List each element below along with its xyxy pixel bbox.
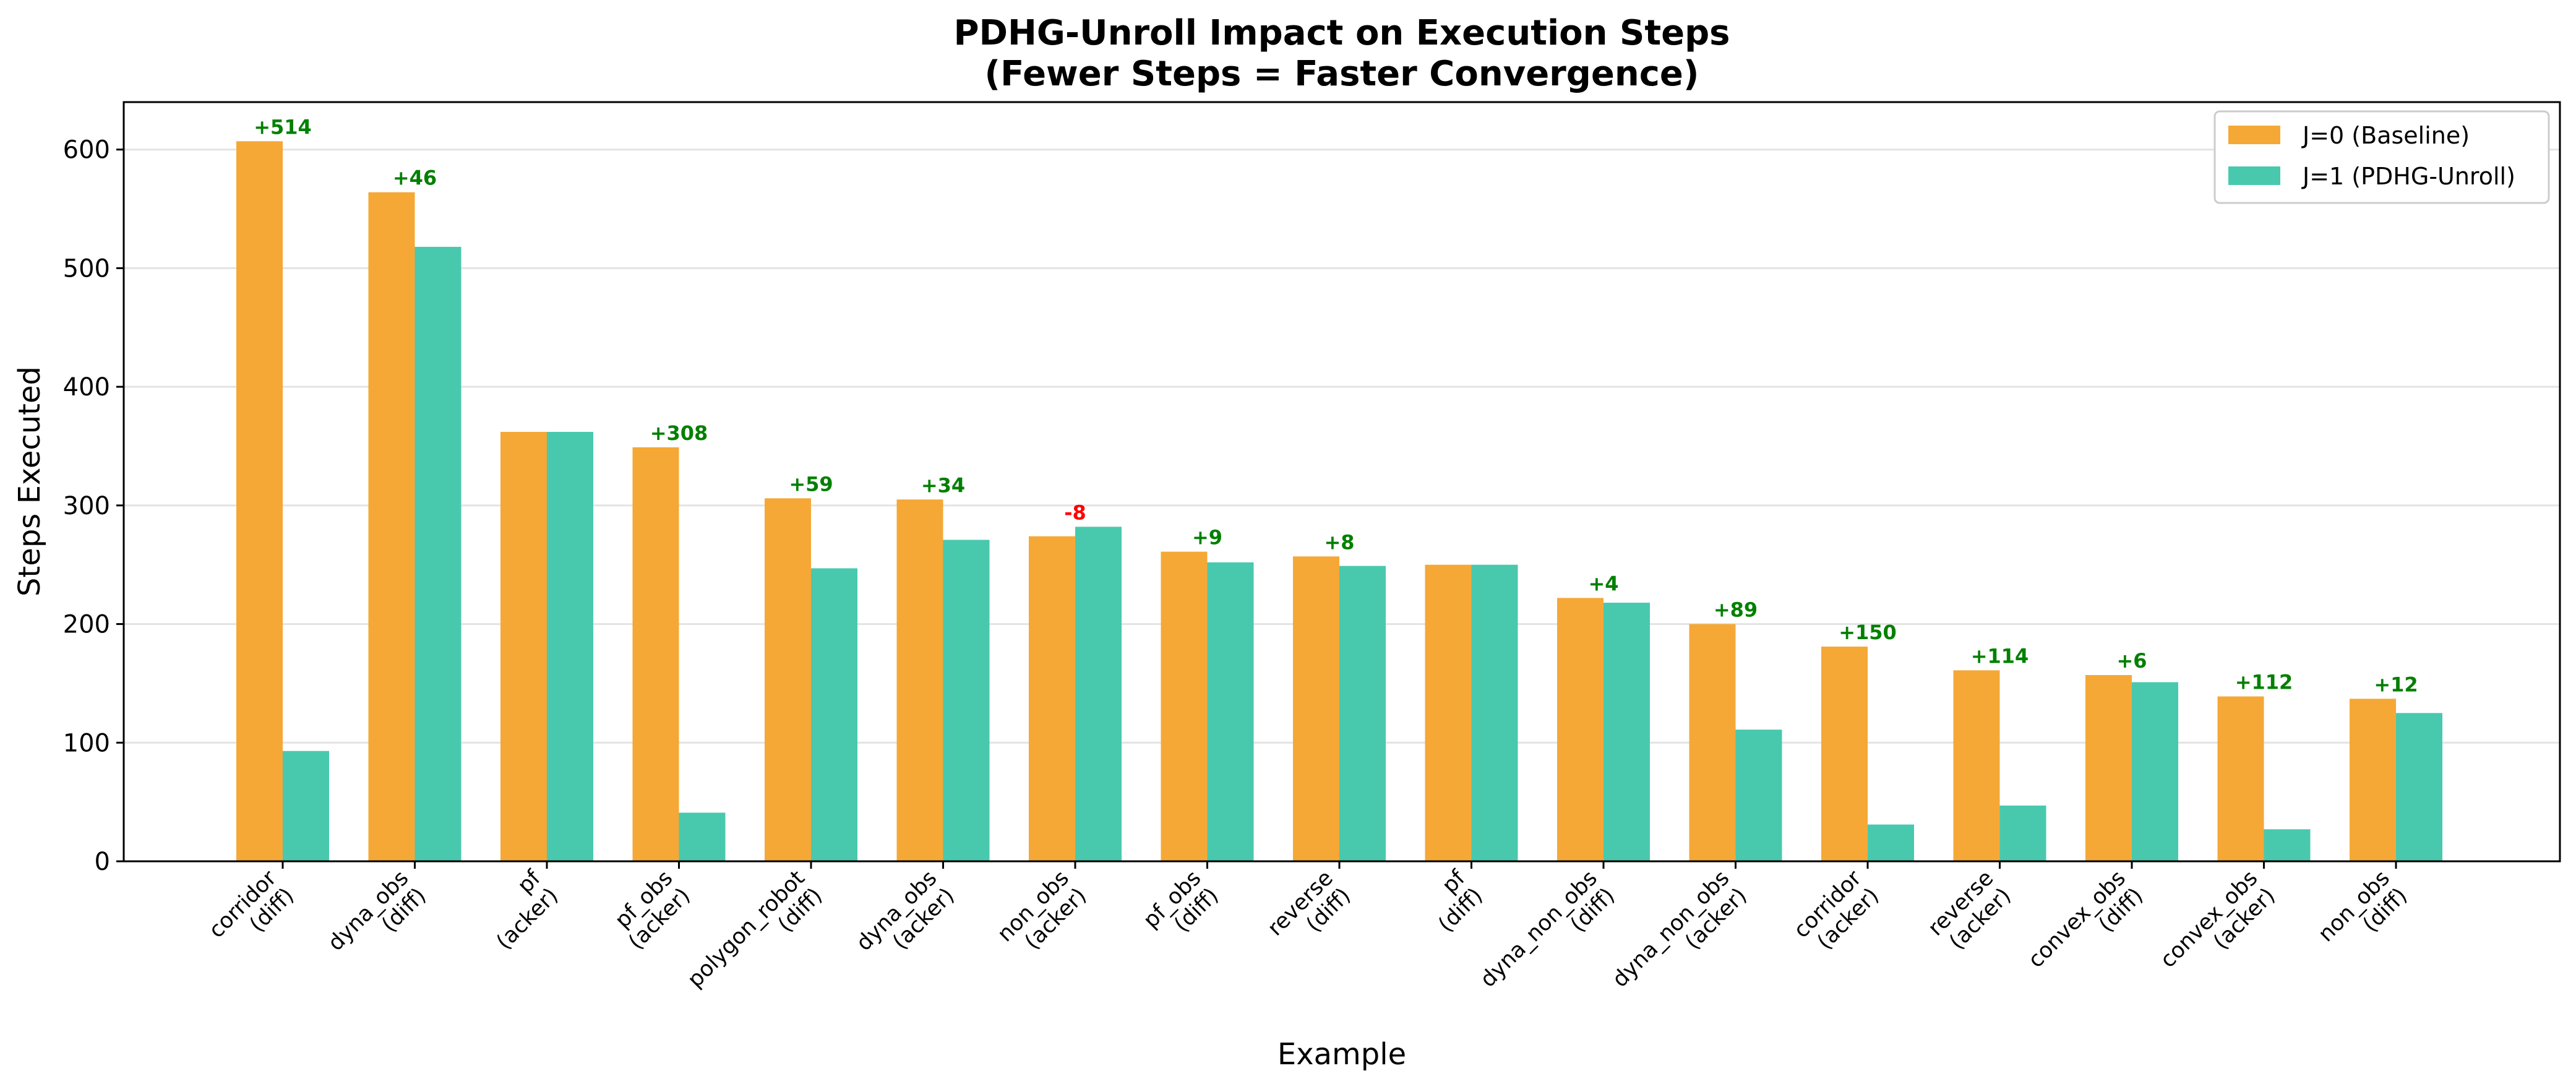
y-axis-label: Steps Executed bbox=[12, 366, 47, 596]
bar-baseline bbox=[2350, 699, 2396, 861]
bar-baseline bbox=[1953, 670, 2000, 861]
x-tick-label: corridor(acker) bbox=[1789, 866, 1884, 955]
data-label: +46 bbox=[393, 166, 437, 190]
x-tick-label: corridor(diff) bbox=[204, 866, 299, 943]
x-tick-label: convex_obs(diff) bbox=[2024, 866, 2148, 973]
bar-pdhg-unroll bbox=[943, 540, 990, 861]
x-tick-label: dyna_obs(acker) bbox=[852, 866, 960, 956]
x-tick-label: convex_obs(acker) bbox=[2155, 866, 2280, 973]
bar-baseline bbox=[765, 498, 811, 861]
bar-baseline bbox=[1293, 556, 1339, 861]
data-label: +112 bbox=[2235, 671, 2293, 694]
bar-pdhg-unroll bbox=[283, 751, 329, 861]
plot-frame bbox=[122, 101, 2561, 863]
data-label: +6 bbox=[2116, 649, 2147, 673]
y-tick-label: 200 bbox=[63, 611, 110, 639]
x-tick-label: dyna_non_obs(acker) bbox=[1608, 866, 1752, 992]
x-tick-label: reverse(diff) bbox=[1263, 866, 1356, 940]
bar-pdhg-unroll bbox=[1075, 527, 1122, 861]
x-tick-label: pf(diff) bbox=[1433, 866, 1487, 937]
y-tick-label: 400 bbox=[63, 373, 110, 402]
bar-baseline bbox=[1821, 646, 1868, 861]
y-tick-label: 300 bbox=[63, 492, 110, 520]
legend-label-baseline: J=0 (Baseline) bbox=[2301, 122, 2470, 149]
x-tick-label: non_obs(diff) bbox=[2314, 866, 2412, 947]
data-label: +150 bbox=[1839, 621, 1897, 644]
bar-baseline bbox=[368, 192, 415, 861]
x-tick-label: pf(acker) bbox=[492, 866, 563, 955]
x-tick-label: pf_obs(acker) bbox=[611, 866, 695, 955]
bar-pdhg-unroll bbox=[1604, 603, 1650, 861]
bar-baseline bbox=[236, 141, 283, 861]
bar-pdhg-unroll bbox=[1735, 730, 1782, 861]
data-label: +34 bbox=[921, 473, 965, 497]
bar-baseline bbox=[500, 431, 547, 861]
x-tick-label: pf_obs(diff) bbox=[1139, 866, 1224, 937]
bar-baseline bbox=[1557, 598, 1604, 861]
legend-label-pdhg-unroll: J=1 (PDHG-Unroll) bbox=[2301, 163, 2515, 190]
bar-baseline bbox=[896, 499, 943, 861]
data-label: +114 bbox=[1971, 644, 2029, 668]
x-tick-label: polygon_robot(diff) bbox=[683, 866, 827, 992]
data-label: +12 bbox=[2374, 673, 2418, 696]
legend-swatch-baseline bbox=[2228, 126, 2280, 144]
x-tick-label: non_obs(acker) bbox=[993, 866, 1091, 955]
x-tick-label: reverse(acker) bbox=[1923, 866, 2016, 955]
x-tick-label: dyna_non_obs(diff) bbox=[1475, 866, 1620, 992]
bar-pdhg-unroll bbox=[1471, 564, 1518, 861]
y-tick-label: 500 bbox=[63, 254, 110, 283]
bar-pdhg-unroll bbox=[2132, 682, 2178, 861]
data-label: +8 bbox=[1324, 530, 1354, 554]
bar-pdhg-unroll bbox=[1999, 805, 2046, 861]
data-label: +308 bbox=[650, 421, 708, 445]
data-label: +4 bbox=[1588, 572, 1618, 595]
bar-baseline bbox=[2217, 696, 2264, 861]
bar-pdhg-unroll bbox=[1868, 824, 1914, 861]
data-label: +514 bbox=[254, 115, 312, 139]
bar-baseline bbox=[632, 447, 679, 861]
bar-pdhg-unroll bbox=[2396, 713, 2442, 861]
data-labels: +514 +46 +308 +59 +34 -8 +9 +8 +4 +89 +150 +114 +6 +1… bbox=[254, 115, 2418, 696]
bar-pdhg-unroll bbox=[414, 246, 462, 862]
x-axis-label: Example bbox=[1277, 1037, 1406, 1072]
bar-baseline bbox=[1161, 551, 1208, 861]
y-axis: 0 100 200 300 400 500 600 bbox=[63, 136, 124, 876]
bars bbox=[236, 141, 2442, 862]
bar-baseline bbox=[1425, 564, 1472, 861]
bar-baseline bbox=[1689, 624, 1736, 861]
y-tick-label: 100 bbox=[63, 729, 110, 757]
data-label: +59 bbox=[789, 472, 833, 496]
data-label: -8 bbox=[1064, 501, 1086, 524]
legend: J=0 (Baseline) J=1 (PDHG-Unroll) bbox=[2213, 110, 2550, 204]
x-axis: corridor(diff) dyna_obs(diff) pf(acker) pf_… bbox=[204, 861, 2412, 992]
data-label: +89 bbox=[1714, 598, 1758, 622]
chart-title: PDHG-Unroll Impact on Execution Steps bbox=[954, 13, 1730, 53]
bar-pdhg-unroll bbox=[811, 568, 857, 861]
legend-swatch-pdhg-unroll bbox=[2228, 166, 2280, 185]
bar-pdhg-unroll bbox=[1207, 562, 1254, 861]
y-tick-label: 600 bbox=[63, 136, 110, 165]
bar-baseline bbox=[2085, 675, 2132, 861]
bar-baseline bbox=[1029, 536, 1075, 861]
bar-pdhg-unroll bbox=[2264, 829, 2311, 861]
bar-pdhg-unroll bbox=[679, 812, 726, 861]
bar-pdhg-unroll bbox=[1339, 566, 1386, 861]
data-label: +9 bbox=[1192, 526, 1222, 549]
chart-subtitle: (Fewer Steps = Faster Convergence) bbox=[985, 54, 1699, 94]
legend-box bbox=[2213, 110, 2550, 204]
x-tick-label: dyna_obs(diff) bbox=[324, 866, 431, 956]
bar-pdhg-unroll bbox=[547, 431, 593, 861]
y-tick-label: 0 bbox=[95, 848, 110, 876]
